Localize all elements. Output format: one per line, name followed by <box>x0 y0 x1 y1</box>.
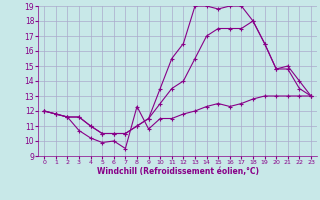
X-axis label: Windchill (Refroidissement éolien,°C): Windchill (Refroidissement éolien,°C) <box>97 167 259 176</box>
